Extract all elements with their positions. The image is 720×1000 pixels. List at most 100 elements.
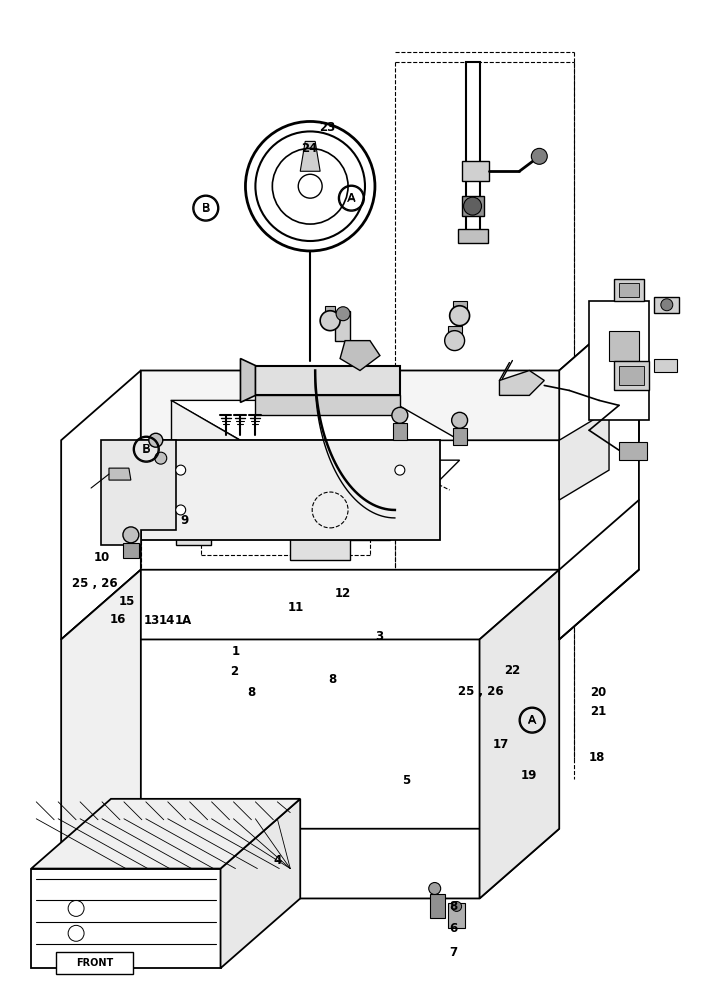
- Polygon shape: [453, 301, 467, 316]
- Circle shape: [451, 412, 467, 428]
- Polygon shape: [61, 829, 559, 898]
- Polygon shape: [335, 311, 350, 341]
- Polygon shape: [141, 371, 639, 440]
- Polygon shape: [171, 400, 240, 530]
- Text: 18: 18: [588, 751, 605, 764]
- Polygon shape: [171, 400, 459, 440]
- Polygon shape: [462, 161, 490, 181]
- Circle shape: [445, 331, 464, 351]
- Circle shape: [661, 299, 672, 311]
- Polygon shape: [614, 361, 649, 390]
- Polygon shape: [619, 283, 639, 297]
- Text: 9: 9: [181, 514, 189, 527]
- Text: B: B: [202, 202, 210, 215]
- Polygon shape: [393, 423, 407, 440]
- Circle shape: [176, 505, 186, 515]
- Polygon shape: [619, 442, 647, 460]
- Text: 19: 19: [521, 769, 537, 782]
- Text: 24: 24: [302, 142, 318, 155]
- Text: B: B: [142, 443, 150, 456]
- Polygon shape: [61, 570, 141, 898]
- Text: 5: 5: [402, 774, 410, 787]
- Text: 1A: 1A: [175, 614, 192, 627]
- FancyBboxPatch shape: [56, 952, 133, 974]
- Polygon shape: [61, 371, 141, 639]
- Polygon shape: [31, 799, 300, 869]
- Text: 1: 1: [232, 645, 240, 658]
- Polygon shape: [220, 799, 300, 968]
- Polygon shape: [559, 301, 639, 639]
- Text: 15: 15: [119, 595, 135, 608]
- Polygon shape: [101, 440, 176, 545]
- Circle shape: [451, 901, 462, 911]
- Polygon shape: [61, 570, 559, 639]
- Polygon shape: [141, 440, 440, 540]
- Text: 11: 11: [287, 601, 304, 614]
- Circle shape: [395, 465, 405, 475]
- Text: 8: 8: [328, 673, 337, 686]
- Polygon shape: [300, 141, 320, 171]
- Polygon shape: [448, 326, 462, 341]
- Polygon shape: [31, 869, 220, 968]
- Text: 21: 21: [590, 705, 606, 718]
- Polygon shape: [609, 331, 639, 361]
- Text: 22: 22: [504, 664, 520, 677]
- Polygon shape: [123, 543, 139, 558]
- Polygon shape: [448, 903, 464, 928]
- Text: A: A: [528, 714, 536, 727]
- Polygon shape: [256, 395, 400, 415]
- Polygon shape: [325, 306, 335, 321]
- Circle shape: [464, 197, 482, 215]
- Text: 25 , 26: 25 , 26: [458, 685, 503, 698]
- Text: A: A: [347, 192, 356, 205]
- Circle shape: [336, 307, 350, 321]
- Circle shape: [155, 452, 167, 464]
- Text: 4: 4: [274, 854, 282, 867]
- Text: B: B: [143, 444, 150, 454]
- Polygon shape: [340, 341, 380, 371]
- Text: FRONT: FRONT: [76, 958, 114, 968]
- Text: 8: 8: [247, 686, 255, 699]
- Text: 14: 14: [159, 614, 175, 627]
- Polygon shape: [654, 359, 677, 372]
- Polygon shape: [240, 359, 256, 402]
- Circle shape: [428, 883, 441, 894]
- Text: 13: 13: [144, 614, 160, 627]
- Polygon shape: [654, 297, 679, 313]
- Polygon shape: [109, 468, 131, 480]
- Circle shape: [531, 148, 547, 164]
- Text: 3: 3: [375, 630, 384, 643]
- Circle shape: [450, 306, 469, 326]
- Polygon shape: [559, 410, 609, 500]
- Text: B: B: [202, 203, 210, 213]
- Polygon shape: [462, 196, 484, 216]
- Circle shape: [176, 465, 186, 475]
- Circle shape: [320, 311, 340, 331]
- Text: 16: 16: [110, 613, 127, 626]
- Text: A: A: [528, 715, 536, 725]
- Text: 8: 8: [449, 900, 457, 913]
- Polygon shape: [589, 301, 649, 420]
- Circle shape: [392, 407, 408, 423]
- Polygon shape: [176, 505, 235, 545]
- Polygon shape: [458, 229, 487, 243]
- Polygon shape: [453, 428, 467, 445]
- Text: A: A: [348, 193, 355, 203]
- Circle shape: [298, 174, 322, 198]
- Text: 2: 2: [230, 665, 238, 678]
- Polygon shape: [290, 510, 390, 560]
- Text: 7: 7: [449, 946, 457, 959]
- Text: 23: 23: [319, 121, 335, 134]
- Text: 20: 20: [590, 686, 606, 699]
- Text: 17: 17: [492, 738, 509, 751]
- Text: 10: 10: [94, 551, 110, 564]
- Polygon shape: [466, 62, 480, 231]
- Polygon shape: [500, 371, 544, 395]
- Polygon shape: [430, 894, 445, 918]
- Polygon shape: [256, 366, 400, 395]
- Text: 25 , 26: 25 , 26: [72, 577, 117, 590]
- Polygon shape: [480, 570, 559, 898]
- Polygon shape: [614, 279, 644, 301]
- Circle shape: [149, 433, 163, 447]
- Polygon shape: [619, 366, 644, 385]
